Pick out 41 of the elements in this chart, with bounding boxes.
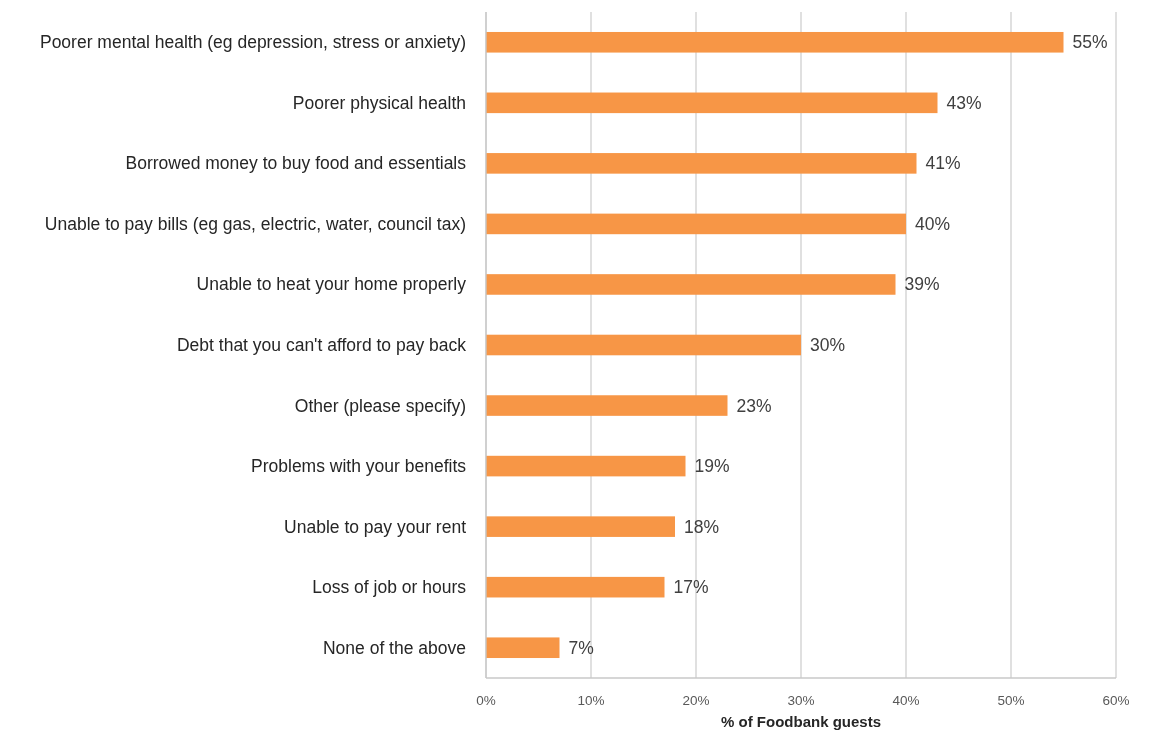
y-tick-label: Poorer mental health (eg depression, stress or anxiety): [39, 32, 466, 53]
y-tick-label: Poorer physical health: [292, 92, 466, 113]
bar: [486, 576, 665, 598]
data-label: 23%: [736, 395, 772, 416]
data-label: 30%: [810, 335, 846, 355]
x-tick-label: 10%: [577, 692, 605, 708]
bar: [486, 31, 1064, 53]
y-tick-label: Other (please specify): [294, 395, 466, 416]
data-label: 41%: [925, 153, 961, 174]
bar: [486, 213, 906, 235]
data-label: 7%: [568, 637, 594, 658]
data-label: 43%: [946, 92, 982, 113]
x-tick-label: 40%: [892, 692, 920, 708]
y-tick-label: Loss of job or hours: [312, 577, 467, 598]
bar: [486, 153, 917, 174]
y-tick-label: None of the above: [322, 637, 466, 658]
x-tick-label: 50%: [997, 692, 1025, 708]
data-label: 17%: [673, 577, 709, 598]
bar: [486, 516, 675, 537]
y-tick-label: Borrowed money to buy food and essentials: [125, 153, 467, 174]
bar: [486, 334, 801, 356]
y-tick-label: Unable to heat your home properly: [196, 274, 467, 295]
y-tick-label: Unable to pay your rent: [284, 516, 467, 537]
bar: [486, 637, 560, 659]
bar: [486, 395, 728, 416]
x-tick-label: 60%: [1102, 692, 1130, 708]
data-label: 19%: [694, 456, 730, 477]
data-label: 39%: [904, 274, 940, 295]
y-tick-label: Unable to pay bills (eg gas, electric, water, council tax): [44, 213, 466, 234]
y-tick-label: Debt that you can't afford to pay back: [176, 335, 467, 355]
bar: [486, 92, 938, 114]
data-label: 18%: [684, 516, 720, 537]
x-axis-title: % of Foodbank guests: [720, 713, 882, 730]
x-tick-label: 30%: [787, 692, 815, 708]
data-label: 40%: [915, 213, 951, 234]
x-tick-label: 0%: [476, 692, 496, 708]
bar: [486, 274, 896, 295]
data-label: 55%: [1072, 32, 1108, 53]
y-tick-label: Problems with your benefits: [251, 456, 467, 477]
bar: [486, 455, 686, 477]
x-tick-label: 20%: [682, 692, 710, 708]
